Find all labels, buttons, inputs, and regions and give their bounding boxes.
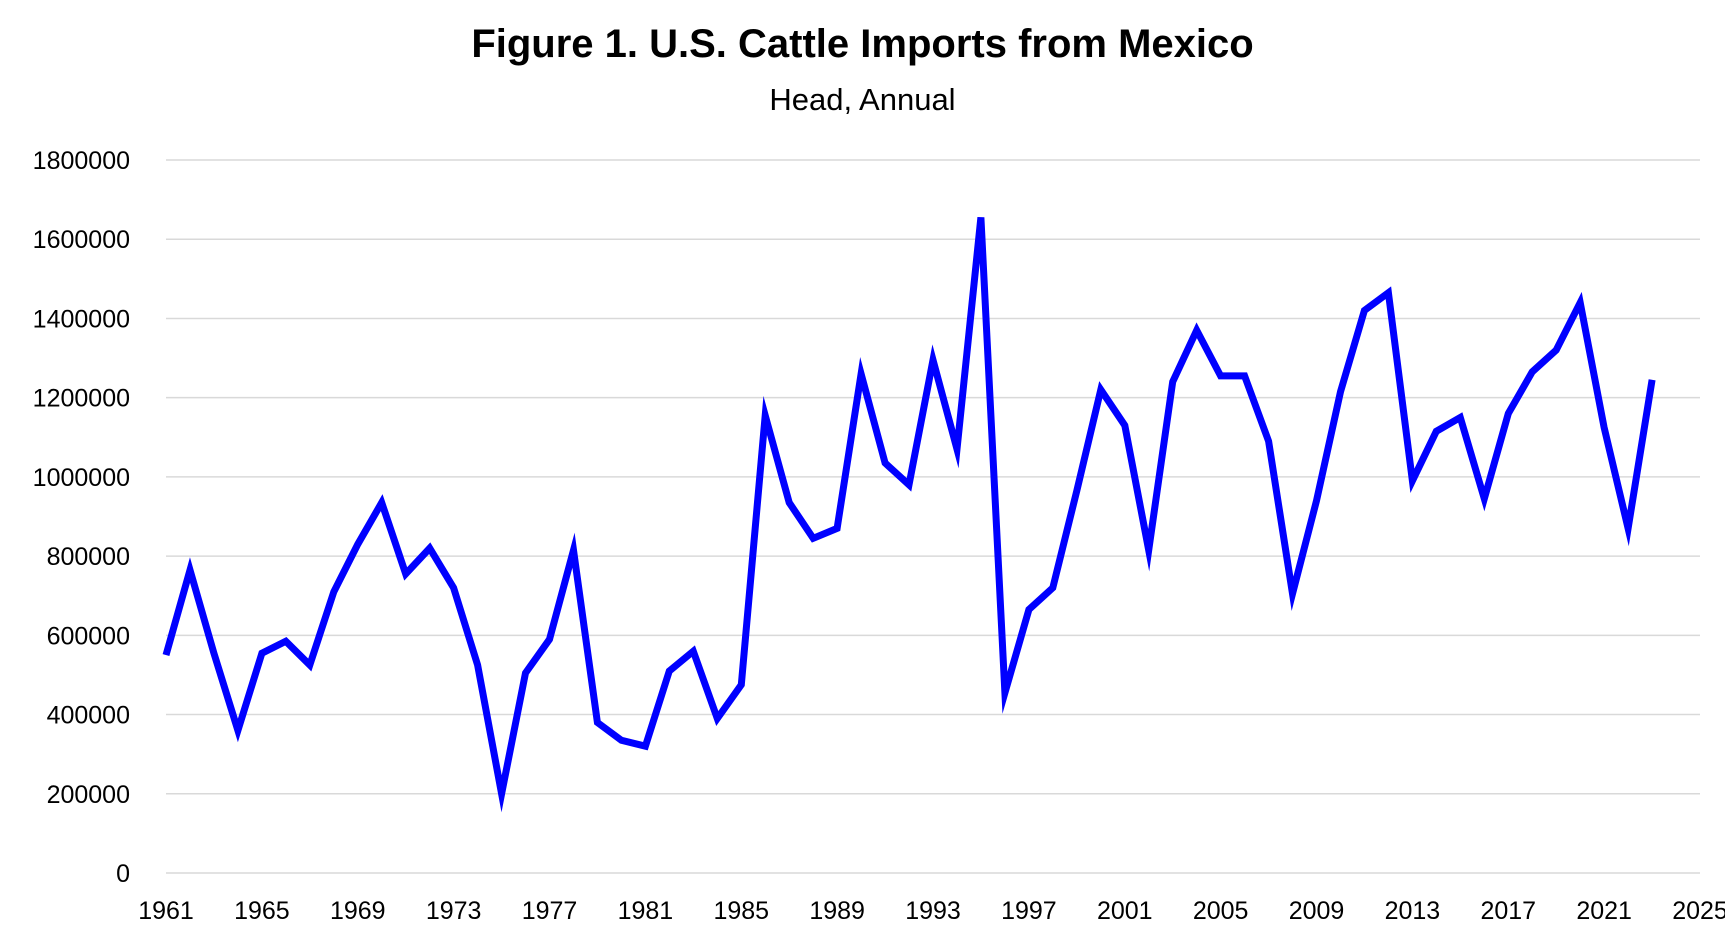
x-tick-label: 1985 (713, 897, 769, 925)
x-tick-label: 2021 (1576, 897, 1632, 925)
y-tick-label: 1800000 (33, 147, 130, 175)
x-tick-label: 1969 (330, 897, 386, 925)
y-tick-label: 600000 (47, 622, 130, 650)
series-line-0 (162, 217, 1656, 813)
chart-title: Figure 1. U.S. Cattle Imports from Mexic… (471, 22, 1254, 66)
x-tick-label: 2025 (1672, 897, 1725, 925)
y-tick-label: 1000000 (33, 464, 130, 492)
y-tick-label: 400000 (47, 702, 130, 730)
chart-subtitle: Head, Annual (769, 82, 956, 117)
x-tick-label: 2013 (1385, 897, 1441, 925)
x-tick-label: 1989 (809, 897, 865, 925)
x-tick-label: 2009 (1289, 897, 1345, 925)
x-tick-label: 1997 (1001, 897, 1057, 925)
y-tick-label: 200000 (47, 781, 130, 809)
x-tick-label: 1977 (522, 897, 578, 925)
x-tick-label: 1973 (426, 897, 482, 925)
y-tick-label: 1600000 (33, 226, 130, 254)
x-tick-label: 1965 (234, 897, 290, 925)
x-tick-label: 1961 (138, 897, 194, 925)
y-tick-label: 800000 (47, 543, 130, 571)
x-tick-label: 2001 (1097, 897, 1153, 925)
y-tick-label: 1200000 (33, 385, 130, 413)
x-tick-label: 1981 (618, 897, 674, 925)
x-tick-label: 1993 (905, 897, 961, 925)
x-tick-label: 2017 (1480, 897, 1536, 925)
x-tick-label: 2005 (1193, 897, 1249, 925)
y-tick-label: 1400000 (33, 305, 130, 333)
y-tick-label: 0 (116, 860, 130, 888)
